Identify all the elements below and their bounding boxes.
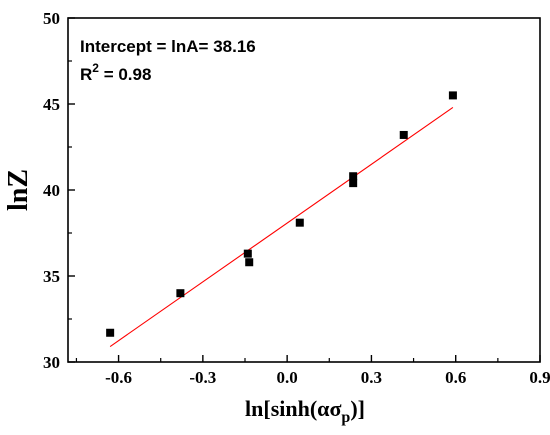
r-squared-base: R	[80, 65, 92, 84]
y-axis-label: lnZ	[3, 169, 34, 211]
data-point	[349, 172, 358, 181]
x-tick-label: 0.6	[445, 368, 466, 387]
data-point	[106, 328, 115, 337]
x-tick-label: -0.6	[105, 368, 132, 387]
r-squared-annotation: R2 = 0.98	[80, 61, 151, 84]
x-tick-label: 0.3	[361, 368, 382, 387]
x-axis-label-end: )]	[350, 396, 365, 421]
ticks-layer: -0.6 -0.3 0.0 0.3 0.6 0.9 30 35 40 45 50	[43, 9, 550, 387]
x-axis-label-subscript: p	[341, 409, 350, 426]
intercept-annotation: Intercept = lnA= 38.16	[80, 37, 256, 56]
marks-layer	[106, 91, 457, 347]
y-tick-label: 40	[43, 181, 60, 200]
x-tick-label: -0.3	[189, 368, 216, 387]
linear-fit-line	[109, 106, 454, 347]
data-point	[399, 130, 408, 139]
r-squared-superscript: 2	[92, 61, 99, 75]
data-point	[295, 218, 304, 227]
x-tick-label: 0.0	[277, 368, 298, 387]
y-tick-label: 30	[43, 353, 60, 372]
x-axis-label: ln[sinh(ασp)]	[245, 396, 365, 426]
r-squared-value: = 0.98	[99, 65, 151, 84]
y-tick-label: 45	[43, 95, 60, 114]
y-tick-label: 50	[43, 9, 60, 28]
x-axis-label-main: ln[sinh(ασ	[245, 396, 341, 421]
data-point	[243, 249, 252, 258]
data-point	[176, 289, 185, 298]
data-point	[245, 258, 254, 267]
data-point	[448, 91, 457, 100]
data-point	[349, 179, 358, 188]
y-tick-label: 35	[43, 267, 60, 286]
x-tick-label: 0.9	[529, 368, 550, 387]
